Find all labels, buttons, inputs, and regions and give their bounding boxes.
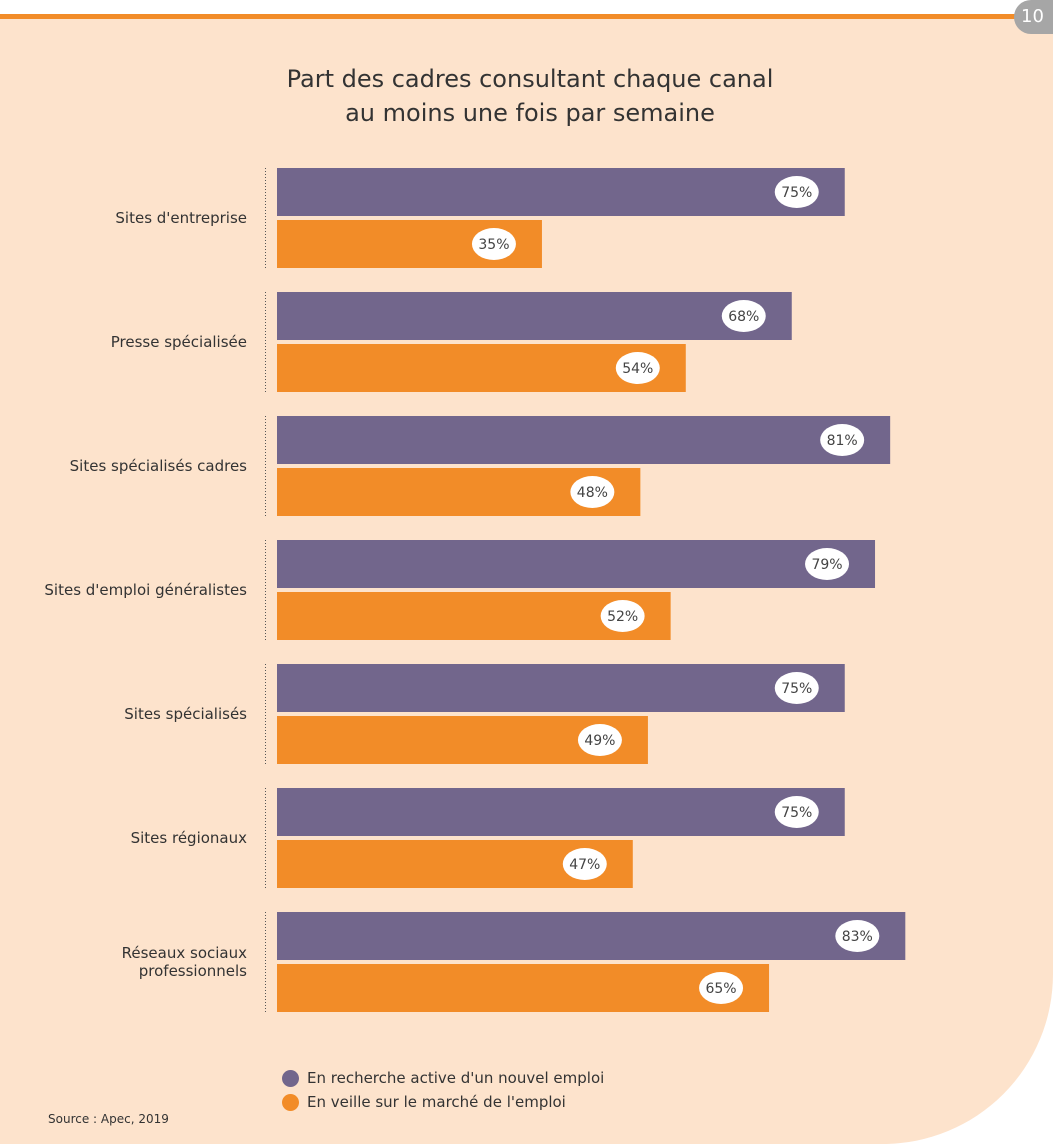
legend-label-series-1: En recherche active d'un nouvel emploi	[307, 1069, 605, 1087]
value-bubble	[615, 352, 660, 384]
value-bubble	[577, 724, 622, 756]
category-label: Presse spécialisée	[111, 333, 247, 351]
legend-item-series-2: En veille sur le marché de l'emploi	[282, 1090, 604, 1114]
value-bubble	[805, 548, 850, 580]
category-label: professionnels	[139, 962, 247, 980]
bar-active-search	[277, 168, 845, 216]
bar-active-search	[277, 416, 891, 464]
data-label: 49%	[584, 733, 615, 749]
value-bubble	[774, 176, 819, 208]
legend-item-series-1: En recherche active d'un nouvel emploi	[282, 1066, 604, 1090]
category-label: Sites d'emploi généralistes	[44, 581, 247, 599]
bar-watch	[277, 964, 770, 1012]
value-bubble	[835, 920, 880, 952]
page-number-badge: 10	[1014, 0, 1053, 34]
legend-swatch-series-1	[282, 1069, 299, 1087]
value-bubble	[774, 796, 819, 828]
data-label: 68%	[728, 309, 759, 325]
chart-title-line-2: au moins une fois par semaine	[345, 99, 715, 127]
data-label: 54%	[622, 361, 653, 377]
data-label: 81%	[827, 433, 858, 449]
data-label: 75%	[781, 805, 812, 821]
value-bubble	[820, 424, 865, 456]
category-label: Sites régionaux	[131, 829, 248, 847]
legend-label-series-2: En veille sur le marché de l'emploi	[307, 1093, 566, 1111]
legend: En recherche active d'un nouvel emploi E…	[282, 1066, 604, 1114]
data-label: 35%	[478, 237, 509, 253]
value-bubble	[774, 672, 819, 704]
category-label: Réseaux sociaux	[122, 944, 247, 962]
value-bubble	[600, 600, 645, 632]
source-note: Source : Apec, 2019	[48, 1112, 169, 1126]
bar-active-search	[277, 292, 792, 340]
bar-active-search	[277, 664, 845, 712]
value-bubble	[699, 972, 744, 1004]
category-label: Sites d'entreprise	[115, 209, 247, 227]
chart-title-line-1: Part des cadres consultant chaque canal	[286, 65, 774, 93]
bar-active-search	[277, 912, 906, 960]
chart-title: Part des cadres consultant chaque canal …	[230, 62, 830, 130]
value-bubble	[562, 848, 607, 880]
bar-active-search	[277, 540, 876, 588]
data-label: 65%	[705, 981, 736, 997]
value-bubble	[471, 228, 516, 260]
value-bubble	[721, 300, 766, 332]
category-label: Sites spécialisés cadres	[70, 457, 248, 475]
bar-active-search	[277, 788, 845, 836]
data-label: 75%	[781, 185, 812, 201]
data-label: 52%	[607, 609, 638, 625]
data-label: 48%	[577, 485, 608, 501]
data-label: 47%	[569, 857, 600, 873]
data-label: 83%	[842, 929, 873, 945]
legend-swatch-series-2	[282, 1093, 299, 1111]
top-accent-line	[0, 14, 1020, 19]
category-label: Sites spécialisés	[124, 705, 247, 723]
data-label: 75%	[781, 681, 812, 697]
data-label: 79%	[811, 557, 842, 573]
value-bubble	[570, 476, 615, 508]
